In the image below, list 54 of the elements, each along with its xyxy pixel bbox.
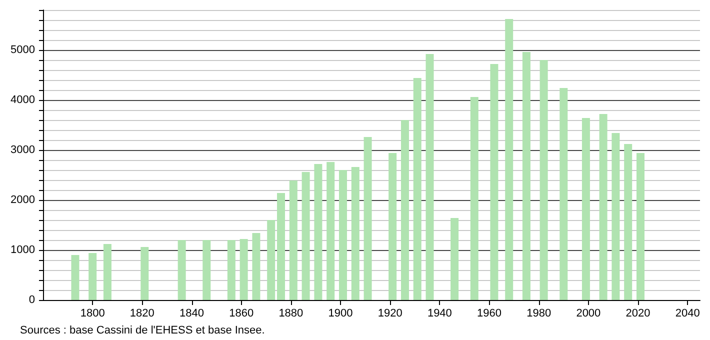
x-tick-label: 1860 [229,308,254,320]
bar [140,247,149,300]
bar [522,52,530,300]
x-tick-label: 1940 [427,308,452,320]
bar [505,19,514,300]
bar [599,114,608,300]
x-tick-label: 1880 [278,308,304,320]
bar [388,153,397,300]
bar [338,170,347,300]
bar [289,180,298,300]
bar [351,167,360,300]
bar [202,240,211,300]
y-tick-label: 1000 [10,244,35,256]
bar [400,120,409,300]
bar [240,239,248,300]
bar [426,54,434,300]
x-tick-label: 1960 [477,308,502,320]
bar [252,233,260,300]
bar [540,60,548,300]
bar [326,162,335,300]
y-tick-label: 3000 [10,144,35,156]
x-tick-label: 1920 [378,308,402,320]
bar [612,133,620,300]
y-tick-label: 5000 [10,44,35,56]
bar [227,240,236,300]
x-tick-label: 1980 [526,308,552,320]
x-tick-label: 1840 [180,308,204,320]
x-tick-label: 2020 [626,308,650,320]
bar [582,118,590,300]
bar [267,220,276,300]
y-tick-label: 2000 [10,194,35,206]
x-tick-label: 2040 [675,308,700,320]
bar [302,172,310,300]
bar [71,255,80,300]
bar [413,78,422,300]
source-note: Sources : base Cassini de l'EHESS et base Insee. [20,324,265,336]
bar [624,144,632,300]
y-tick-label: 0 [28,294,35,306]
bar [560,88,568,300]
bar [178,240,186,300]
x-tick-label: 2000 [576,308,601,320]
y-tick-label: 4000 [10,94,35,106]
bar [470,97,478,300]
bar [490,64,498,300]
bar [364,137,372,300]
x-tick-label: 1820 [130,308,154,320]
x-tick-label: 1800 [80,308,105,320]
bar [314,164,322,300]
bar [277,193,286,300]
bar [88,253,97,300]
bar [636,153,644,300]
x-tick-label: 1900 [328,308,353,320]
bar [450,218,459,300]
bar [103,244,112,300]
